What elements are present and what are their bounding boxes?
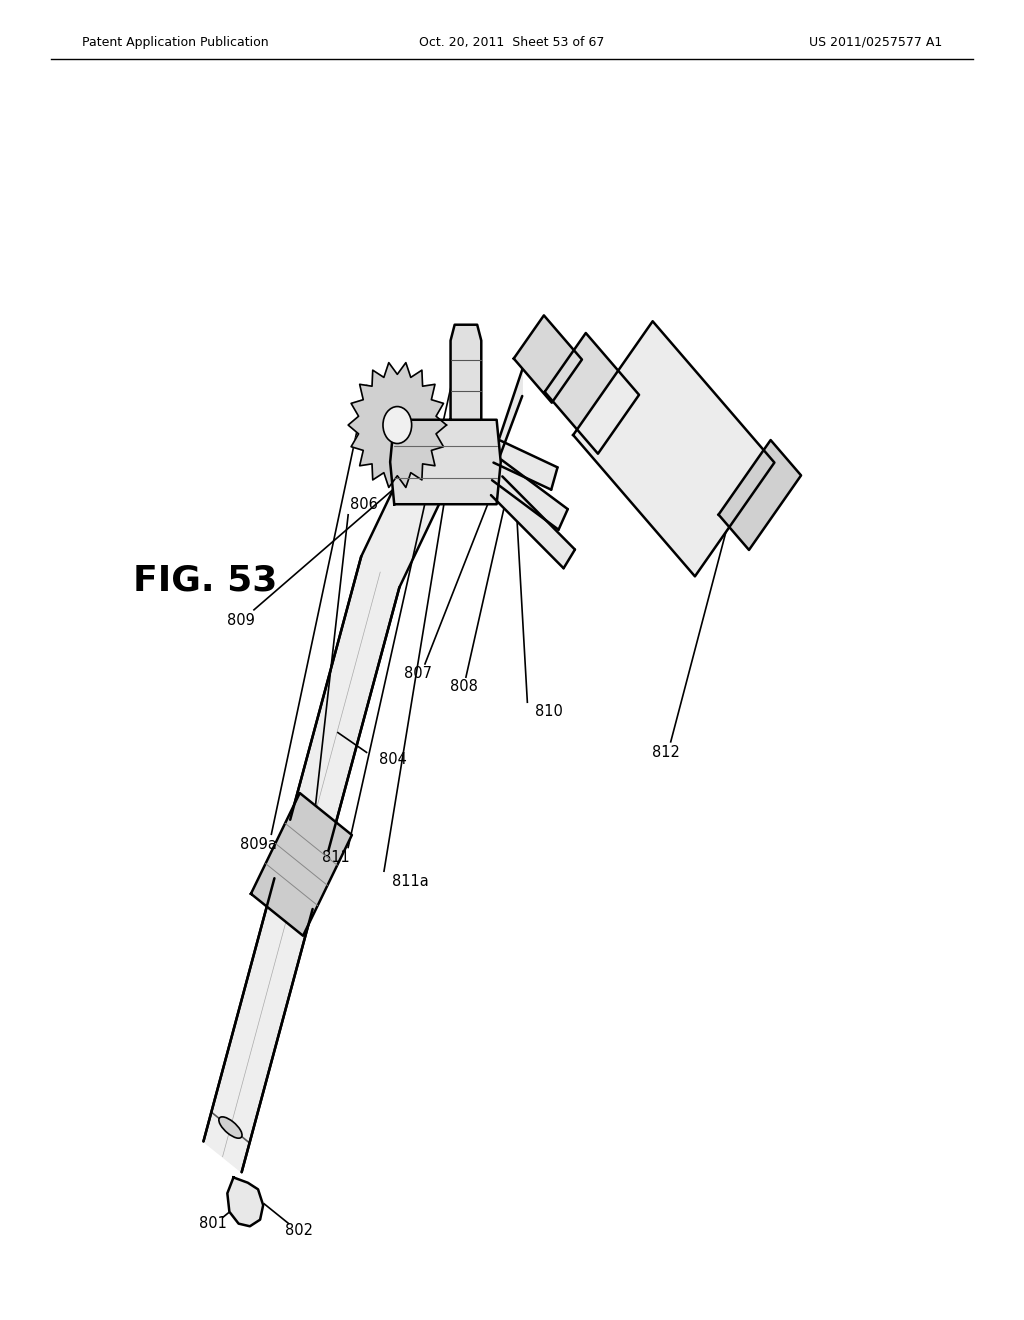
Polygon shape: [490, 477, 574, 569]
Polygon shape: [494, 441, 557, 490]
Text: FIG. 53: FIG. 53: [133, 564, 278, 598]
Text: 809: 809: [226, 612, 255, 628]
Text: 808: 808: [450, 678, 478, 694]
Polygon shape: [719, 440, 801, 550]
Text: 804: 804: [379, 751, 407, 767]
Text: 811a: 811a: [392, 874, 429, 890]
Polygon shape: [204, 557, 399, 1172]
Polygon shape: [492, 459, 567, 529]
Text: 810: 810: [535, 704, 562, 719]
Polygon shape: [227, 1177, 263, 1226]
Text: Patent Application Publication: Patent Application Publication: [82, 36, 268, 49]
Text: 801: 801: [199, 1216, 227, 1232]
Text: 802: 802: [285, 1222, 313, 1238]
Polygon shape: [573, 321, 774, 577]
Text: US 2011/0257577 A1: US 2011/0257577 A1: [809, 36, 942, 49]
Polygon shape: [390, 420, 501, 504]
Text: Oct. 20, 2011  Sheet 53 of 67: Oct. 20, 2011 Sheet 53 of 67: [419, 36, 605, 49]
Text: 812: 812: [651, 744, 680, 760]
Polygon shape: [251, 793, 352, 936]
Text: 809a: 809a: [240, 837, 276, 853]
Polygon shape: [361, 471, 440, 587]
Text: 811: 811: [322, 850, 350, 866]
Polygon shape: [451, 325, 481, 420]
Text: 806: 806: [350, 496, 378, 512]
Ellipse shape: [219, 1117, 242, 1138]
Polygon shape: [497, 370, 522, 465]
Text: 807: 807: [403, 665, 432, 681]
Ellipse shape: [383, 407, 412, 444]
Polygon shape: [545, 333, 639, 454]
Polygon shape: [348, 363, 446, 487]
Polygon shape: [514, 315, 582, 403]
